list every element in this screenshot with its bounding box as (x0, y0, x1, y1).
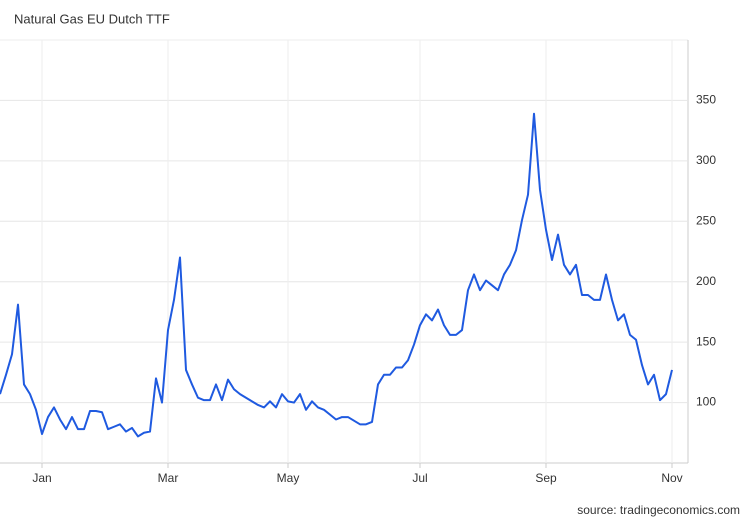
y-tick-label: 100 (696, 395, 716, 409)
y-tick-label: 250 (696, 213, 716, 227)
y-tick-label: 300 (696, 153, 716, 167)
x-tick-label: Mar (158, 471, 179, 485)
source-note: source: tradingeconomics.com (577, 503, 740, 517)
y-tick-label: 150 (696, 334, 716, 348)
line-series (0, 112, 673, 438)
x-tick-label: Jan (32, 471, 51, 485)
x-tick-label: Jul (412, 471, 427, 485)
chart-title: Natural Gas EU Dutch TTF (14, 11, 170, 26)
y-tick-label: 350 (696, 93, 716, 107)
x-tick-label: May (277, 471, 300, 485)
x-tick-label: Nov (661, 471, 682, 485)
x-tick-label: Sep (535, 471, 557, 485)
y-tick-label: 200 (696, 274, 716, 288)
